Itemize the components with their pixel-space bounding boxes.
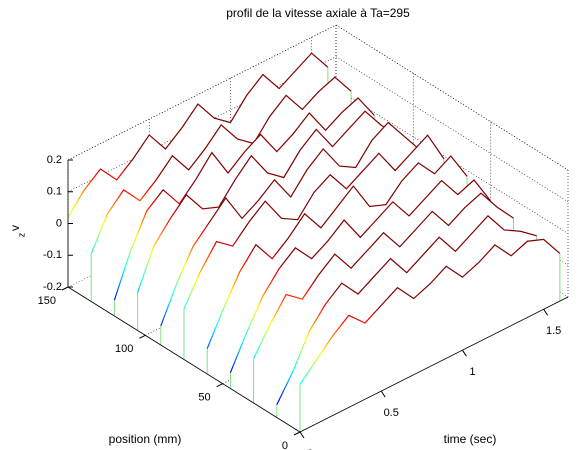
x-tick-label: 1.5 [546, 325, 561, 337]
x-tick [299, 431, 305, 439]
x-tick [462, 349, 467, 357]
data-line [229, 179, 491, 373]
z-axis-label: v z [8, 225, 26, 237]
data-line [90, 76, 352, 255]
x-tick [380, 390, 386, 398]
z-axis-label-subscript: z [16, 232, 26, 237]
grid-line [335, 88, 569, 234]
x-axis-line [299, 296, 569, 433]
z-tick-label: 0 [56, 217, 62, 229]
data-line [113, 97, 375, 301]
y-tick-label: 100 [115, 343, 133, 355]
data-line [253, 192, 514, 359]
chart-title: profil de la vitesse axiale à Ta=295 [226, 6, 410, 20]
y-tick [139, 334, 146, 339]
y-tick [61, 286, 69, 291]
y-tick-label: 0 [282, 440, 288, 450]
box-edge [67, 24, 337, 161]
data-line [276, 215, 537, 406]
z-tick-label: -0.1 [43, 249, 62, 261]
z-tick-label: 0.1 [47, 186, 62, 198]
y-tick [216, 383, 223, 388]
y-tick [293, 431, 301, 436]
y-axis-label: position (mm) [109, 432, 182, 446]
data-line [137, 110, 398, 293]
x-tick-label: 0 [307, 448, 313, 450]
x-axis-label: time (sec) [444, 432, 497, 446]
x-tick-label: 0.5 [384, 407, 399, 419]
slice-fill [300, 239, 560, 432]
box-edge [335, 24, 569, 171]
y-tick-label: 150 [38, 295, 56, 307]
z-tick-label: 0.2 [47, 154, 62, 166]
data-line [206, 155, 468, 349]
data-line [67, 52, 329, 218]
x-tick-label: 1 [469, 366, 475, 378]
grid-line [335, 56, 569, 203]
data-line [183, 134, 445, 309]
x-tick [543, 308, 549, 316]
data-line [299, 238, 561, 385]
data-line [160, 121, 422, 327]
z-tick-label: -0.2 [43, 281, 62, 293]
z-axis-label-main: v [8, 225, 22, 231]
y-tick-label: 50 [198, 392, 210, 404]
y-axis-line [67, 286, 301, 433]
